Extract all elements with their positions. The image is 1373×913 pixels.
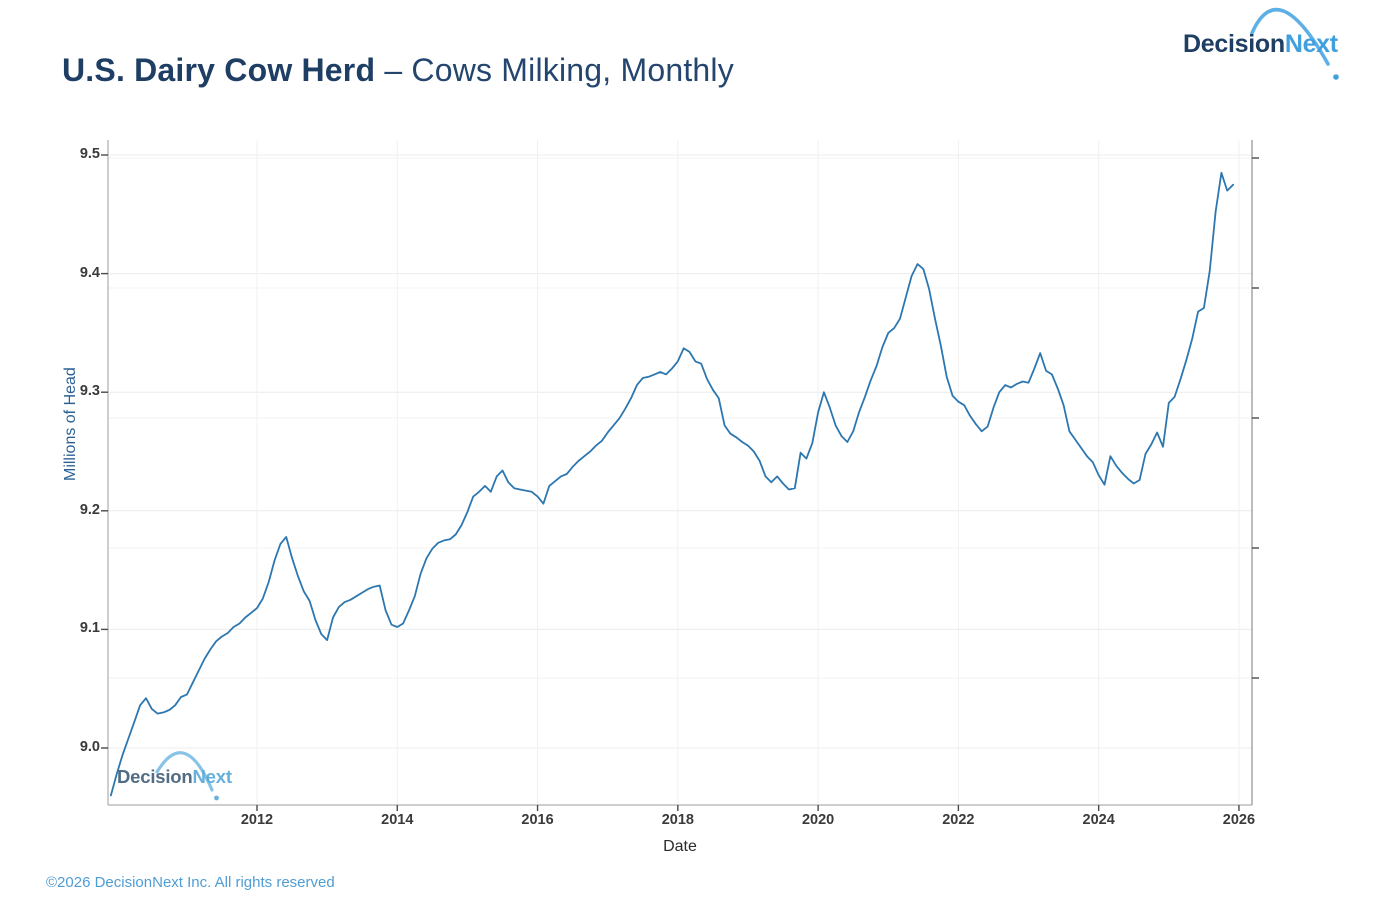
axes	[107, 140, 1253, 806]
watermark-logo: DecisionNext	[117, 766, 232, 788]
watermark-text-decision: Decision	[117, 766, 193, 787]
axis-ticks	[101, 154, 1259, 811]
decisionnext-logo: DecisionNext	[1183, 30, 1338, 59]
x-tick-label: 2018	[661, 812, 694, 828]
y-tick-label: 9.0	[79, 739, 100, 755]
watermark-text-next: Next	[192, 766, 233, 787]
series-line	[110, 171, 1234, 797]
title-subtitle: – Cows Milking, Monthly	[384, 52, 734, 88]
y-tick-label: 9.4	[79, 264, 100, 281]
y-tick-label: 9.5	[79, 146, 100, 162]
x-tick-label: 2026	[1222, 812, 1256, 828]
x-axis-title: Date	[663, 838, 697, 855]
x-tick-label: 2014	[381, 812, 414, 828]
x-tick-label: 2020	[801, 812, 835, 828]
logo-text-decision: Decision	[1183, 30, 1285, 58]
page-title: U.S. Dairy Cow Herd – Cows Milking, Mont…	[62, 50, 734, 90]
x-tick-label: 2012	[240, 812, 274, 828]
x-tick-label: 2022	[942, 812, 975, 828]
copyright-footer: ©2026 DecisionNext Inc. All rights reser…	[46, 874, 335, 891]
y-tick-label: 9.2	[79, 501, 100, 518]
x-tick-label: 2024	[1082, 812, 1115, 828]
logo-arc	[1250, 7, 1339, 80]
logo-text-next: Next	[1284, 30, 1338, 58]
title-main: U.S. Dairy Cow Herd	[62, 52, 376, 88]
y-tick-label: 9.1	[79, 620, 100, 637]
watermark-logo-arc	[155, 751, 219, 801]
data-series	[110, 171, 1234, 797]
gridlines	[108, 140, 1252, 805]
x-tick-label: 2016	[521, 812, 554, 828]
y-tick-label: 9.3	[79, 383, 100, 400]
